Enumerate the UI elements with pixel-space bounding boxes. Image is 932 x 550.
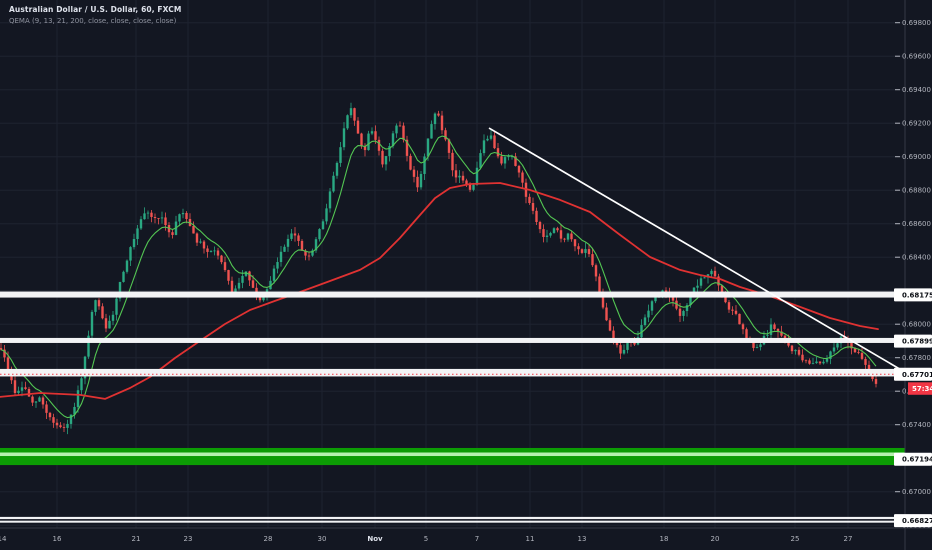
price-scale[interactable]: 0.69800 0.69600 0.69400 0.69200 0.69000 0.688… <box>894 0 932 550</box>
price-label-badge <box>894 452 932 466</box>
descending-trendline[interactable] <box>488 127 904 372</box>
symbol-title[interactable]: Australian Dollar / U.S. Dollar, 60, FXC… <box>9 5 182 14</box>
date-tick-label: 5 <box>424 535 428 543</box>
indicator-label[interactable]: QEMA (9, 13, 21, 200, close, close, clos… <box>9 17 177 25</box>
time-scale[interactable]: 14 16 21 23 28 30 Nov 5 7 11 13 18 20 25 27 <box>0 527 932 543</box>
countdown-badge <box>908 382 932 395</box>
date-tick-label: 16 <box>53 535 62 543</box>
price-label-badge <box>894 288 932 302</box>
price-label-badge <box>894 334 932 348</box>
date-tick-label: 18 <box>660 535 669 543</box>
date-tick-label: 23 <box>184 535 193 543</box>
price-tick-label: 0.67800 <box>902 354 931 362</box>
support-zone <box>0 447 905 466</box>
price-label-badge-text: 0.68175 <box>902 291 932 299</box>
chart-legend: Australian Dollar / U.S. Dollar, 60, FXC… <box>9 5 181 25</box>
price-tick-label: 0.67000 <box>902 488 931 496</box>
date-tick-label: 27 <box>844 535 853 543</box>
price-label-badge <box>894 367 932 381</box>
resistance-band <box>0 337 905 343</box>
level-drawings[interactable] <box>0 291 905 523</box>
date-tick-label: 7 <box>475 535 479 543</box>
price-label-badge <box>894 514 932 528</box>
price-tick-label: 0.68600 <box>902 220 931 228</box>
price-tick-label: 0.68000 <box>902 321 931 329</box>
price-tick-label: 0.68400 <box>902 254 931 262</box>
price-tick-label: 0.69400 <box>902 86 931 94</box>
price-tick-label: 0.69200 <box>902 120 931 128</box>
price-tick-label: 0.68800 <box>902 187 931 195</box>
date-tick-label: 28 <box>264 535 273 543</box>
price-tick-label: 0.69000 <box>902 153 931 161</box>
support-line <box>0 516 905 520</box>
countdown-badge-text: 57:34 <box>912 385 932 393</box>
date-tick-label: 14 <box>0 535 7 543</box>
date-tick-label: 13 <box>578 535 587 543</box>
price-tick-label: 0.67400 <box>902 421 931 429</box>
price-label-badge-text: 0.67899 <box>902 338 932 346</box>
price-label-badge-text: 0.67701 <box>902 371 932 379</box>
price-label-badge-text: 0.67194 <box>902 456 932 464</box>
price-label-badge-text: 0.66827 <box>902 517 932 525</box>
resistance-band <box>0 291 905 298</box>
date-tick-label: 25 <box>791 535 800 543</box>
date-tick-label: 11 <box>526 535 535 543</box>
support-line <box>0 520 905 523</box>
date-tick-label: 20 <box>711 535 720 543</box>
resistance-band <box>0 368 905 377</box>
date-tick-label: Nov <box>367 535 383 543</box>
price-tick-label: 0.69800 <box>902 19 931 27</box>
date-tick-label: 30 <box>318 535 327 543</box>
price-tick-label: 0.69600 <box>902 53 931 61</box>
support-zone-stripe <box>0 452 905 457</box>
date-tick-label: 21 <box>132 535 141 543</box>
qema-200-line <box>0 182 879 400</box>
